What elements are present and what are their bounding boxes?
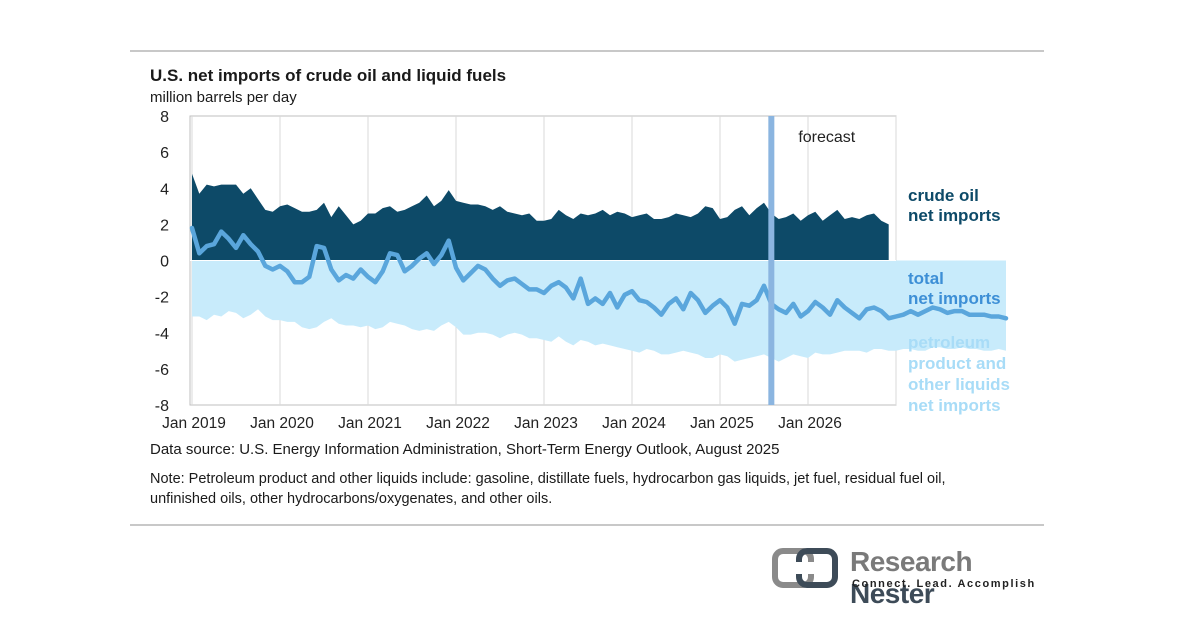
series-area-products bbox=[192, 260, 1006, 362]
x-tick-label: Jan 2022 bbox=[426, 415, 490, 432]
bottom-rule bbox=[130, 524, 1044, 526]
series-area-crude bbox=[192, 173, 889, 261]
logo-wordmark: Research Nester bbox=[850, 546, 1062, 610]
y-tick-label: 2 bbox=[160, 217, 169, 234]
chart-units: million barrels per day bbox=[150, 89, 297, 106]
data-source: Data source: U.S. Energy Information Adm… bbox=[150, 441, 780, 458]
series-label-crude: crude oil bbox=[908, 186, 979, 205]
x-tick-label: Jan 2026 bbox=[778, 415, 842, 432]
y-tick-label: 6 bbox=[160, 145, 169, 162]
logo-wordmark-part1: Research bbox=[850, 546, 973, 577]
y-tick-label: -2 bbox=[155, 290, 169, 307]
x-tick-label: Jan 2023 bbox=[514, 415, 578, 432]
series-label-products: other liquids bbox=[908, 375, 1010, 394]
y-tick-label: -4 bbox=[155, 326, 169, 343]
x-tick-label: Jan 2019 bbox=[162, 415, 226, 432]
y-tick-label: 8 bbox=[160, 109, 169, 126]
series-label-total: total bbox=[908, 269, 944, 288]
y-tick-label: 0 bbox=[160, 254, 169, 271]
x-tick-label: Jan 2025 bbox=[690, 415, 754, 432]
research-nester-logo-icon bbox=[772, 548, 838, 588]
chart-title: U.S. net imports of crude oil and liquid… bbox=[150, 66, 507, 85]
series-label-products: product and bbox=[908, 354, 1006, 373]
chart-note: Note: Petroleum product and other liquid… bbox=[150, 471, 946, 507]
x-tick-label: Jan 2024 bbox=[602, 415, 666, 432]
forecast-label: forecast bbox=[798, 129, 855, 146]
series-label-crude: net imports bbox=[908, 206, 1001, 225]
series-label-total: net imports bbox=[908, 289, 1001, 308]
series-line-total bbox=[189, 225, 1009, 326]
x-tick-label: Jan 2021 bbox=[338, 415, 402, 432]
y-tick-label: -8 bbox=[155, 398, 169, 415]
y-tick-label: 4 bbox=[160, 181, 169, 198]
series-label-products: net imports bbox=[908, 396, 1001, 415]
forecast-divider bbox=[768, 116, 775, 405]
series-label-products: petroleum bbox=[908, 333, 990, 352]
x-tick-label: Jan 2020 bbox=[250, 415, 314, 432]
top-rule bbox=[130, 50, 1044, 52]
logo-wordmark-part2: Nester bbox=[850, 578, 935, 609]
y-tick-label: -6 bbox=[155, 362, 169, 379]
research-nester-logo: Research Nester Connect. Lead. Accomplis… bbox=[772, 546, 1062, 609]
logo-tagline: Connect. Lead. Accomplish bbox=[852, 578, 1036, 590]
